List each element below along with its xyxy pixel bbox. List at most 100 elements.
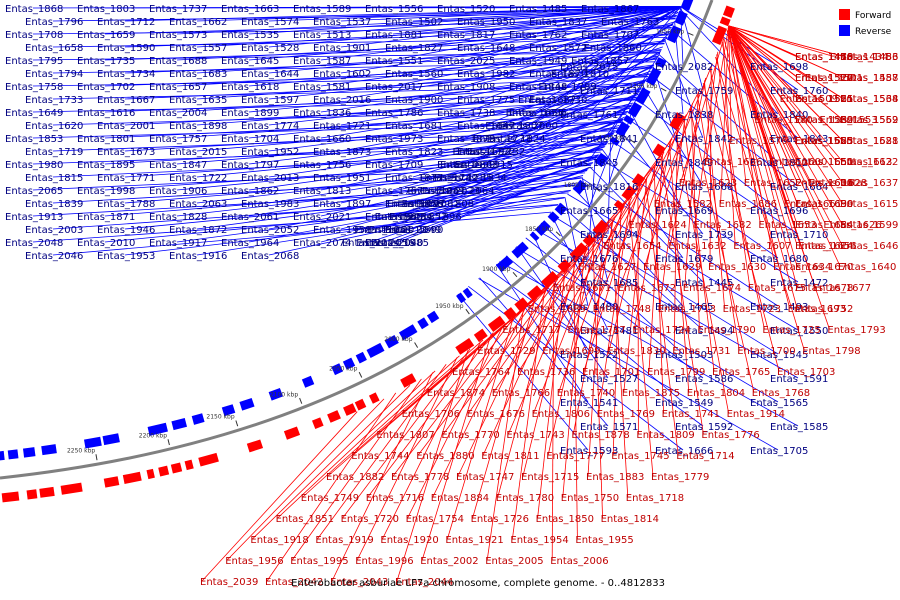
reverse-feature-label: Entas_1722 [169, 173, 227, 184]
reverse-feature-label: Entas_1581 [293, 82, 351, 93]
reverse-feature-label: Entas_1655 [506, 108, 564, 119]
forward-feature-label: Entas_1754 [406, 514, 464, 525]
reverse-leader-line [513, 52, 661, 126]
forward-gene-block [455, 338, 475, 355]
forward-gene-block [327, 410, 341, 423]
forward-feature-label: Entas_1741 [662, 409, 720, 420]
forward-feature-label: Entas_1501 [805, 73, 863, 84]
reverse-leader-line [464, 46, 663, 113]
forward-feature-label: Entas_1798 [802, 346, 860, 357]
reverse-feature-label: Entas_1795 [5, 56, 63, 67]
reverse-feature-label: Entas_1738 [437, 108, 495, 119]
reverse-feature-label: Entas_1901 [313, 43, 371, 54]
forward-feature-label: Entas_1559 [840, 115, 898, 126]
forward-gene-block [400, 373, 417, 388]
forward-feature-label: Entas_1632 [668, 241, 726, 252]
reverse-feature-label: Entas_1881 [365, 30, 423, 41]
reverse-leader-line [268, 149, 603, 204]
map-caption: Enterobacter asburiae LF7a chromosome, c… [291, 578, 665, 589]
forward-leader-line [634, 140, 672, 330]
reverse-feature-label: Entas_1946 [97, 225, 155, 236]
reverse-feature-label: Entas_1967 [407, 186, 465, 197]
reverse-feature-label: Entas_1480 [560, 302, 618, 313]
forward-gene-block [631, 173, 646, 188]
reverse-feature-label: Entas_1702 [77, 82, 135, 93]
forward-leader-line [493, 239, 597, 393]
reverse-leader-line [468, 286, 684, 451]
reverse-feature-label: Entas_1900 [385, 95, 443, 106]
reverse-leader-line [268, 8, 680, 48]
reverse-feature-label: Entas_2015 [169, 147, 227, 158]
forward-feature-label: Entas_1744 [351, 451, 409, 462]
reverse-feature-label: Entas_1824 [487, 134, 545, 145]
forward-feature-label: Entas_1703 [777, 367, 835, 378]
reverse-feature-label: Entas_2013 [241, 173, 299, 184]
reverse-feature-label: Entas_1812 [750, 158, 808, 169]
reverse-gene-block [572, 179, 588, 195]
reverse-leader-line [369, 169, 588, 243]
reverse-feature-label: Entas_1860 [584, 43, 642, 54]
reverse-feature-label: Entas_2004 [149, 108, 207, 119]
reverse-feature-label: Entas_1949 [509, 56, 567, 67]
forward-leader-line [432, 307, 526, 498]
reverse-leader-line [587, 6, 681, 67]
reverse-feature-label: Entas_2024 [342, 238, 400, 249]
forward-gene-block [613, 199, 625, 211]
forward-feature-label: Entas_1613 [834, 157, 892, 168]
reverse-feature-label: Entas_1760 [770, 86, 828, 97]
reverse-feature-label: Entas_1838 [655, 110, 713, 121]
forward-feature-label: Entas_1434 [830, 52, 888, 63]
position-tick-label: 1900 kbp [482, 266, 510, 273]
forward-feature-label: Entas_1553 [819, 115, 877, 126]
reverse-feature-label: Entas_1836 [293, 108, 351, 119]
forward-gene-block [652, 143, 666, 158]
forward-leader-line [277, 370, 436, 519]
forward-feature-label: Entas_2044 [395, 577, 453, 588]
forward-gene-block [39, 486, 55, 498]
reverse-feature-label: Entas_1679 [655, 254, 713, 265]
forward-leader-line [728, 25, 843, 57]
forward-leader-line [675, 132, 729, 414]
reverse-feature-label: Entas_2023 [422, 186, 480, 197]
forward-feature-label: Entas_1677 [813, 283, 871, 294]
reverse-feature-label: Entas_1658 [25, 43, 83, 54]
forward-gene-block [184, 459, 194, 471]
reverse-gene-block [456, 292, 467, 304]
reverse-feature-label: Entas_1842 [675, 134, 733, 145]
position-tick-label: 2150 kbp [206, 414, 234, 421]
reverse-feature-label: Entas_1711 [580, 86, 638, 97]
forward-leader-line [457, 289, 547, 477]
reverse-leader-line [104, 17, 676, 35]
reverse-leader-line [414, 133, 614, 204]
reverse-gene-block [615, 121, 630, 138]
forward-feature-label: Entas_1921 [445, 535, 503, 546]
forward-feature-label: Entas_1678 [795, 283, 853, 294]
forward-feature-label: Entas_1682 [693, 220, 751, 231]
reverse-leader-line [556, 6, 681, 74]
reverse-feature-label: Entas_1773 [473, 134, 531, 145]
forward-feature-label: Entas_1517 [795, 73, 853, 84]
reverse-feature-label: Entas_1644 [241, 69, 299, 80]
forward-leader-line [704, 80, 725, 309]
forward-feature-label: Entas_1954 [510, 535, 568, 546]
reverse-gene-block [674, 10, 688, 26]
reverse-feature-label: Entas_1774 [241, 121, 299, 132]
reverse-leader-line [320, 6, 681, 35]
reverse-feature-label: Entas_2054 [375, 212, 433, 223]
reverse-leader-line [268, 190, 571, 256]
reverse-feature-label: Entas_2063 [169, 199, 227, 210]
reverse-leader-line [52, 61, 656, 74]
reverse-feature-label: Entas_1537 [313, 17, 371, 28]
reverse-gene-block [635, 87, 651, 105]
reverse-leader-line [196, 177, 581, 230]
forward-leader-line [547, 241, 596, 456]
forward-feature-label: Entas_1920 [380, 535, 438, 546]
reverse-feature-label: Entas_1565 [750, 398, 808, 409]
forward-gene-block [122, 471, 142, 485]
forward-leader-line [728, 25, 843, 141]
forward-feature-label: Entas_1780 [496, 493, 554, 504]
reverse-feature-label: Entas_1556 [365, 4, 423, 15]
reverse-feature-label: Entas_1808 [416, 199, 474, 210]
forward-gene-block [719, 16, 731, 27]
forward-feature-label: Entas_1880 [416, 451, 474, 462]
